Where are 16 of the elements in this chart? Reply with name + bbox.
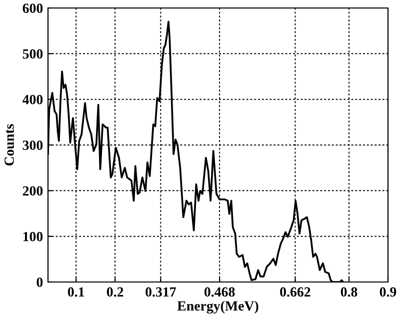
- y-axis-title: Counts: [4, 124, 14, 166]
- x-tick-label: 0.1: [68, 287, 84, 297]
- y-tick-label: 600: [22, 4, 43, 13]
- y-tick-label: 400: [22, 94, 43, 104]
- x-tick-label: 0.662: [280, 287, 310, 297]
- x-tick-label: 0.317: [146, 287, 176, 297]
- y-tick-label: 200: [22, 186, 43, 196]
- x-tick-label: 0.468: [204, 287, 235, 297]
- y-tick-label: 300: [22, 140, 43, 150]
- x-tick-label: 0.9: [380, 287, 396, 297]
- y-tick-label: 100: [23, 232, 43, 242]
- x-axis-title: Energy(MeV): [177, 300, 258, 314]
- y-tick-label: 0: [36, 278, 43, 287]
- x-tick-label: 0.2: [106, 287, 124, 297]
- x-tick-label: 0.8: [340, 287, 358, 297]
- y-tick-label: 500: [22, 49, 43, 59]
